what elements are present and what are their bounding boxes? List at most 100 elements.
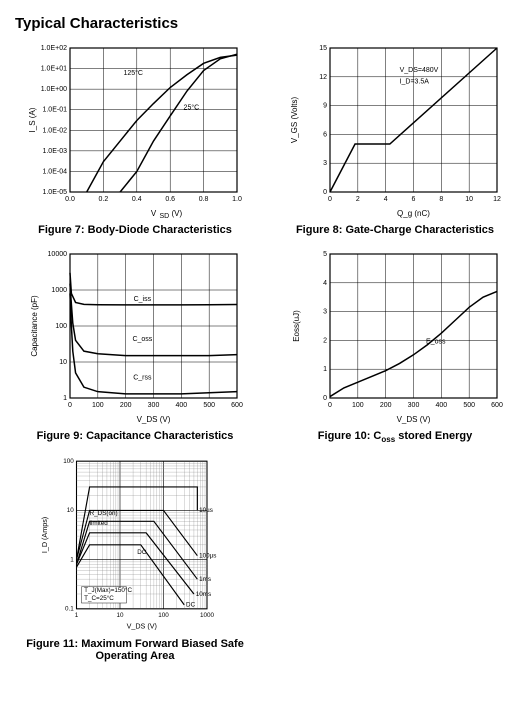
fig9-caption: Figure 9: Capacitance Characteristics (37, 430, 234, 442)
fig11-container: 11010010000.1110100V_DS (V)I_D (Amps)10µ… (15, 454, 255, 662)
fig10-caption-sub: oss (381, 435, 395, 444)
fig7-chart: 0.00.20.40.60.81.01.0E-051.0E-041.0E-031… (25, 40, 245, 220)
svg-text:5: 5 (323, 251, 327, 258)
svg-text:V_GS (Volts): V_GS (Volts) (290, 97, 299, 144)
svg-text:Capacitance (pF): Capacitance (pF) (30, 295, 39, 357)
svg-text:10ms: 10ms (196, 591, 211, 598)
svg-text:0: 0 (328, 196, 332, 203)
svg-text:DC: DC (137, 549, 147, 556)
fig11-caption: Figure 11: Maximum Forward Biased Safe O… (25, 638, 245, 662)
svg-text:400: 400 (175, 402, 187, 409)
svg-text:Eoss(uJ): Eoss(uJ) (292, 310, 301, 342)
svg-text:9: 9 (323, 103, 327, 110)
svg-text:200: 200 (380, 402, 392, 409)
svg-text:0.2: 0.2 (99, 196, 109, 203)
svg-text:0: 0 (68, 402, 72, 409)
page-title: Typical Characteristics (15, 15, 515, 32)
svg-text:600: 600 (231, 402, 243, 409)
svg-text:2: 2 (356, 196, 360, 203)
svg-text:100: 100 (55, 323, 67, 330)
svg-text:100µs: 100µs (199, 553, 216, 560)
svg-text:1: 1 (63, 395, 67, 402)
svg-text:600: 600 (491, 402, 503, 409)
svg-text:0.1: 0.1 (65, 606, 74, 613)
svg-text:0.8: 0.8 (199, 196, 209, 203)
svg-text:C_rss: C_rss (133, 375, 152, 382)
svg-text:6: 6 (412, 196, 416, 203)
fig11-chart: 11010010000.1110100V_DS (V)I_D (Amps)10µ… (25, 454, 245, 634)
svg-text:15: 15 (319, 45, 327, 52)
svg-text:500: 500 (203, 402, 215, 409)
svg-text:100: 100 (158, 612, 169, 619)
svg-text:100: 100 (92, 402, 104, 409)
svg-text:12: 12 (319, 74, 327, 81)
svg-text:4: 4 (323, 280, 327, 287)
fig8-caption: Figure 8: Gate-Charge Characteristics (296, 224, 494, 236)
svg-text:25°C: 25°C (184, 104, 200, 112)
svg-text:1.0E+00: 1.0E+00 (41, 86, 67, 93)
svg-text:8: 8 (439, 196, 443, 203)
svg-text:0.4: 0.4 (132, 196, 142, 203)
fig10-caption-pre: Figure 10: C (318, 430, 382, 442)
svg-text:125°C: 125°C (123, 69, 143, 77)
svg-text:DC: DC (186, 602, 196, 609)
svg-text:0: 0 (328, 402, 332, 409)
fig10-chart: 0 100 200 300 400 500 600 0 1 2 3 4 5 V_DS (V) Eoss(uJ… (285, 246, 505, 426)
svg-text:V_DS (V): V_DS (V) (137, 415, 171, 424)
svg-text:limited: limited (90, 520, 109, 527)
fig10-container: 0 100 200 300 400 500 600 0 1 2 3 4 5 V_DS (V) Eoss(uJ… (275, 246, 515, 444)
svg-text:1: 1 (70, 557, 74, 564)
svg-text:10µs: 10µs (199, 507, 213, 514)
svg-text:C_iss: C_iss (134, 296, 152, 303)
svg-text:1.0E-01: 1.0E-01 (42, 107, 67, 114)
svg-text:0: 0 (323, 189, 327, 196)
svg-text:R_DS(on): R_DS(on) (90, 510, 118, 517)
svg-text:300: 300 (408, 402, 420, 409)
svg-text:400: 400 (435, 402, 447, 409)
svg-text:V_DS (V): V_DS (V) (397, 415, 431, 424)
svg-text:10000: 10000 (48, 251, 68, 258)
svg-text:1.0: 1.0 (232, 196, 242, 203)
svg-text:I_D=3.5A: I_D=3.5A (400, 79, 430, 86)
svg-text:1.0E-02: 1.0E-02 (42, 127, 67, 134)
svg-text:3: 3 (323, 309, 327, 316)
svg-text:1000: 1000 (200, 612, 215, 619)
svg-text:1: 1 (323, 366, 327, 373)
fig9-chart: 0100200300400500600110100100010000V_DS (… (25, 246, 245, 426)
svg-text:1.0E+01: 1.0E+01 (41, 66, 67, 73)
svg-text:1000: 1000 (51, 287, 67, 294)
svg-text:1: 1 (75, 612, 79, 619)
fig8-chart: 02468101203691215Q_g (nC)V_GS (Volts)V_D… (285, 40, 505, 220)
svg-text:3: 3 (323, 160, 327, 167)
svg-text:10: 10 (59, 359, 67, 366)
fig7-container: 0.00.20.40.60.81.01.0E-051.0E-041.0E-031… (15, 40, 255, 236)
svg-text:0: 0 (323, 395, 327, 402)
svg-text:100: 100 (352, 402, 364, 409)
svg-text:SD: SD (160, 213, 170, 220)
svg-text:1.0E-04: 1.0E-04 (42, 168, 67, 175)
svg-text:0.6: 0.6 (165, 196, 175, 203)
svg-text:(V): (V) (172, 209, 183, 218)
svg-text:V: V (151, 209, 157, 218)
chart-grid: 0.00.20.40.60.81.01.0E-051.0E-041.0E-031… (15, 40, 515, 662)
svg-text:1.0E-05: 1.0E-05 (42, 189, 67, 196)
svg-text:T_J(Max)=150°C: T_J(Max)=150°C (84, 586, 132, 594)
svg-text:I_S (A): I_S (A) (28, 107, 37, 132)
svg-text:500: 500 (463, 402, 475, 409)
fig7-caption: Figure 7: Body-Diode Characteristics (38, 224, 232, 236)
svg-text:4: 4 (384, 196, 388, 203)
fig10-caption: Figure 10: Coss stored Energy (318, 430, 472, 444)
svg-text:2: 2 (323, 337, 327, 344)
svg-text:300: 300 (148, 402, 160, 409)
svg-text:12: 12 (493, 196, 501, 203)
svg-text:V_DS (V): V_DS (V) (127, 622, 157, 631)
svg-text:1ms: 1ms (199, 576, 211, 583)
svg-text:T_C=25°C: T_C=25°C (84, 594, 114, 602)
svg-text:E_oss: E_oss (426, 338, 446, 345)
svg-text:V_DS=480V: V_DS=480V (400, 67, 439, 74)
svg-text:10: 10 (116, 612, 124, 619)
svg-text:I_D (Amps): I_D (Amps) (40, 517, 49, 553)
svg-text:C_oss: C_oss (132, 336, 152, 343)
svg-text:Q_g (nC): Q_g (nC) (397, 209, 430, 218)
fig10-caption-post: stored Energy (395, 430, 472, 442)
